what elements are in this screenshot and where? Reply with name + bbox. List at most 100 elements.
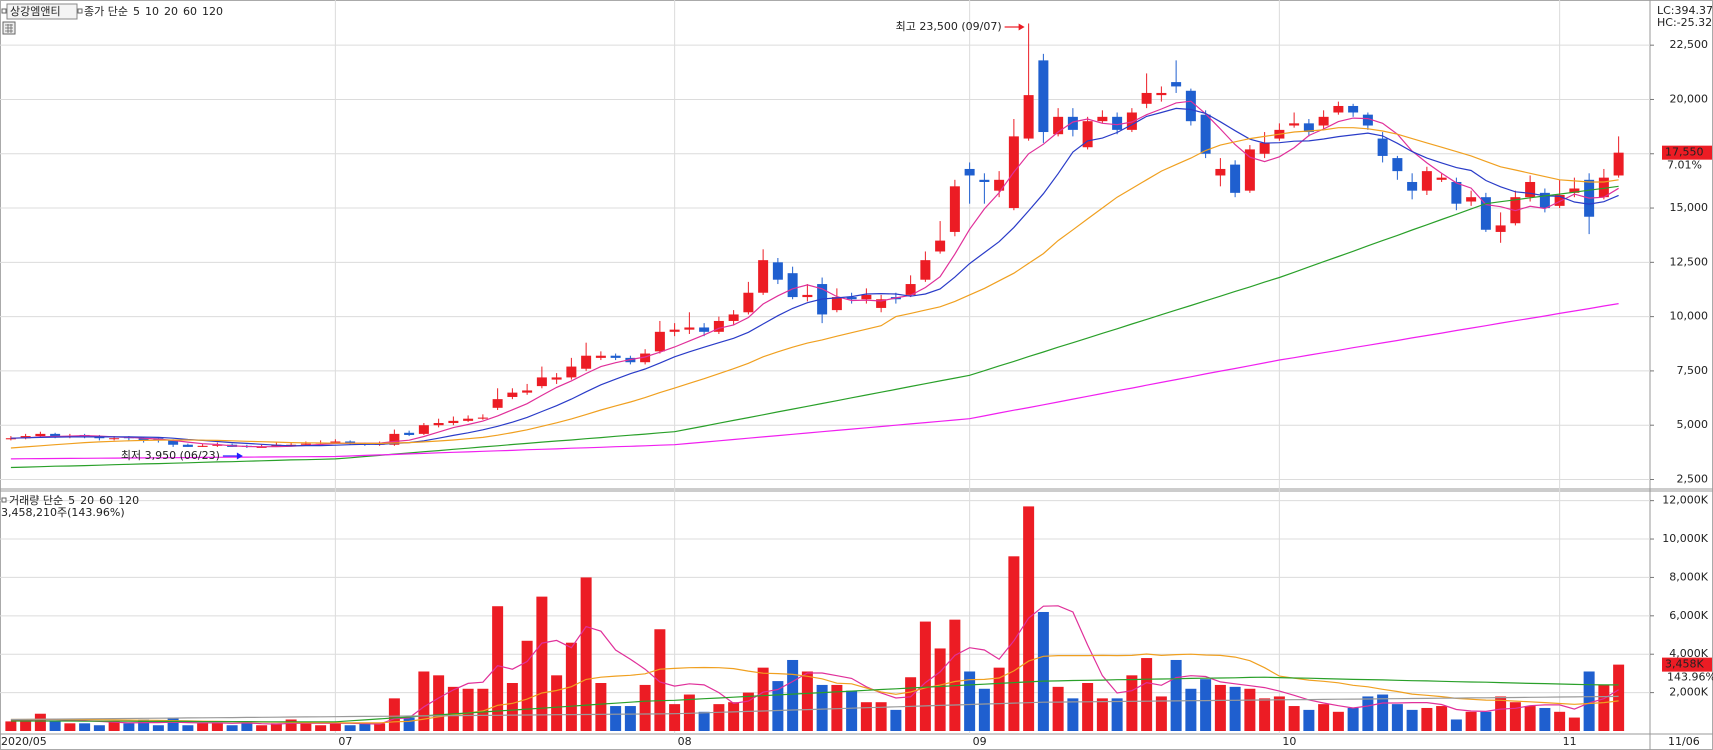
stock-name: 상강엠앤티 <box>10 5 61 18</box>
current-date-label: 11/06 <box>1668 735 1700 748</box>
volume-bar <box>831 684 843 731</box>
candle-body <box>35 433 46 437</box>
indicator-label: LC:394.37 <box>1657 4 1713 17</box>
volume-bar <box>595 683 607 731</box>
volume-bar <box>447 686 459 731</box>
calculator-icon-grid <box>5 24 13 33</box>
volume-bar <box>462 688 474 731</box>
y-tick-label: 7,500 <box>1677 364 1709 377</box>
volume-bar <box>801 671 813 731</box>
grid-layer <box>0 0 1654 734</box>
volume-bar <box>1259 698 1271 731</box>
y-tick-label: 22,500 <box>1670 38 1709 51</box>
candle-body <box>1466 197 1477 202</box>
text-layer: 2,5005,0007,50010,00012,50015,00017,5002… <box>1 3 1713 748</box>
candle-body <box>477 417 488 419</box>
volume-bar <box>344 725 356 731</box>
volume-bar <box>713 704 725 731</box>
volume-bar <box>1480 711 1492 731</box>
candle-body <box>1539 192 1550 209</box>
y-tick-label: 10,000 <box>1670 310 1709 323</box>
volume-bar <box>226 725 238 731</box>
candle-body <box>772 262 783 280</box>
volume-bar <box>1583 671 1595 731</box>
volume-bar <box>949 619 961 731</box>
volume-bar <box>728 702 740 731</box>
candle-body <box>1377 138 1388 156</box>
volume-bar <box>1052 686 1064 731</box>
volume-bar <box>1185 688 1197 731</box>
candle-body <box>1244 149 1255 191</box>
volume-bar <box>934 648 946 731</box>
volume-bar <box>329 723 341 731</box>
candle-body <box>1495 225 1506 232</box>
moving-average-line <box>10 185 1619 469</box>
legend-entry: 20 <box>80 494 94 507</box>
candle-body <box>389 433 400 445</box>
volume-bar <box>654 629 666 731</box>
volume-bar <box>1170 659 1182 731</box>
candle-body <box>905 284 916 295</box>
volume-bar <box>1377 694 1389 731</box>
volume-bar <box>1362 696 1374 731</box>
candle-body <box>404 432 415 435</box>
volume-bar <box>1509 702 1521 731</box>
volume-bar <box>256 725 268 731</box>
annotation-arrowhead <box>1018 23 1025 31</box>
volume-bar <box>624 706 636 731</box>
volume-bar <box>580 577 592 731</box>
lines-layer <box>10 100 1619 725</box>
volume-bar <box>1332 711 1344 731</box>
candle-body <box>654 331 665 352</box>
legend-marker <box>77 8 83 14</box>
volume-bar <box>1082 683 1094 731</box>
volume-bar <box>197 723 209 731</box>
y-tick-label: 2,000K <box>1669 686 1708 699</box>
y-tick-label: 6,000K <box>1669 609 1708 622</box>
candle-body <box>182 444 193 447</box>
candle-body <box>448 420 459 424</box>
legend-entry: 60 <box>183 5 197 18</box>
candle-body <box>1598 177 1609 198</box>
x-tick-label: 08 <box>678 735 692 748</box>
candle-body <box>669 329 680 332</box>
change-label: 7.01% <box>1667 159 1702 172</box>
moving-average-line <box>10 676 1619 723</box>
stock-name-box <box>6 3 78 20</box>
volume-bar <box>875 702 887 731</box>
volume-bar <box>978 688 990 731</box>
candle-body <box>197 445 208 447</box>
candle-body <box>1185 90 1196 122</box>
volume-bar <box>536 596 548 731</box>
volume-bar <box>639 684 651 731</box>
candle-body <box>109 438 120 440</box>
volume-bar <box>315 725 327 731</box>
candle-body <box>1421 171 1432 191</box>
volume-bar <box>123 723 135 731</box>
legend-entry: 120 <box>118 494 139 507</box>
candle-body <box>831 297 842 311</box>
candle-body <box>802 294 813 298</box>
volume-bar <box>49 721 61 731</box>
candle-body <box>5 438 16 440</box>
candle-body <box>713 320 724 332</box>
volume-bar <box>1288 706 1300 731</box>
volume-bar <box>1111 698 1123 731</box>
candle-body <box>994 179 1005 191</box>
y-tick-label: 20,000 <box>1670 92 1709 105</box>
y-tick-label: 10,000K <box>1662 532 1708 545</box>
candle-body <box>861 294 872 300</box>
annotation-text: 최고 23,500 (09/07) <box>896 20 1002 33</box>
candle-body <box>1141 92 1152 104</box>
candle-body <box>463 418 474 421</box>
candle-body <box>1038 60 1049 133</box>
moving-average-line <box>10 100 1619 448</box>
legend-label: 종가 단순 <box>84 5 128 18</box>
volume-bar <box>433 675 445 731</box>
candle-body <box>1451 181 1462 204</box>
annotation-arrowhead <box>236 452 243 460</box>
candle-body <box>1392 158 1403 172</box>
volume-bar <box>1524 706 1536 731</box>
volume-bar <box>492 606 504 731</box>
